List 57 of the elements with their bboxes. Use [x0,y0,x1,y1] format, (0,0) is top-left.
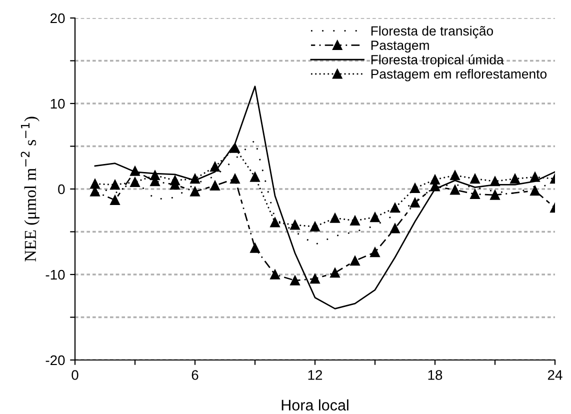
point [390,202,400,213]
point [330,213,340,223]
legend-label: Floresta de transição [371,26,494,38]
y-tick-label: 0 [58,184,65,194]
x-tick-label: 6 [192,370,198,380]
point [470,174,480,184]
y-tick-label: -10 [46,270,65,280]
legend-label: Pastagem em reflorestamento [371,68,547,82]
point [250,243,260,253]
point [410,183,420,194]
point [150,170,160,180]
point [510,174,520,184]
x-axis-title: Hora local [282,399,348,411]
point [530,172,540,182]
y-tick-label: -20 [46,355,65,366]
point [310,222,320,232]
point [450,184,460,195]
x-tick-label: 12 [308,370,322,380]
point [410,198,420,208]
point [470,189,480,199]
point [350,216,360,226]
point [210,162,220,172]
point [170,176,180,186]
point [370,212,380,222]
point [270,217,280,228]
point [270,270,280,280]
point [330,268,340,278]
x-tick-label: 18 [428,370,442,380]
x-tick-label: 24 [548,370,562,380]
point [250,172,260,182]
point [230,174,240,184]
point [390,223,400,234]
y-axis-title: NEE (μmol m$^{−2}$ s$^{−1}$) [20,116,40,262]
point [290,220,300,230]
point [90,179,100,189]
point [450,170,460,180]
point [130,177,140,188]
point [490,190,500,200]
legend-label: Floresta tropical úmida [371,54,504,67]
line-series [94,86,555,310]
point [110,180,120,190]
y-tick-label: 20 [50,13,65,24]
point [350,256,360,266]
point [230,143,240,153]
point [110,195,120,205]
point [530,186,540,196]
legend-label: Pastagem [371,40,429,53]
point [210,180,220,190]
point [490,176,500,186]
point [190,174,200,184]
x-tick-label: 0 [72,370,78,380]
point [190,186,200,196]
y-tick-label: 10 [50,98,65,109]
point [370,247,380,258]
point [290,276,300,286]
point [430,174,440,184]
point [310,274,320,284]
